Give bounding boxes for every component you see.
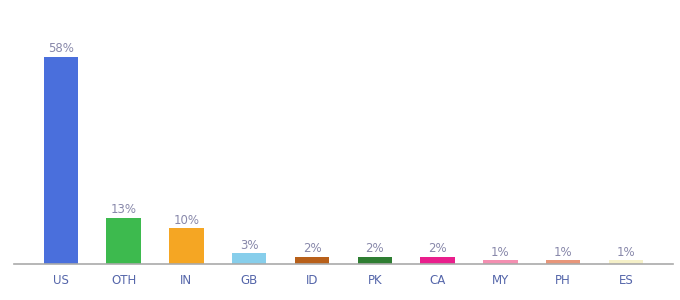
Text: 58%: 58% bbox=[48, 42, 74, 55]
Text: 2%: 2% bbox=[303, 242, 322, 255]
Bar bbox=[294, 257, 329, 264]
Text: 13%: 13% bbox=[111, 203, 137, 216]
Text: 1%: 1% bbox=[491, 246, 510, 259]
Bar bbox=[609, 260, 643, 264]
Text: 1%: 1% bbox=[554, 246, 573, 259]
Text: 3%: 3% bbox=[240, 239, 258, 252]
Text: 2%: 2% bbox=[365, 242, 384, 255]
Bar bbox=[169, 228, 204, 264]
Bar bbox=[546, 260, 581, 264]
Text: 10%: 10% bbox=[173, 214, 199, 227]
Bar bbox=[483, 260, 517, 264]
Bar bbox=[232, 253, 267, 264]
Bar bbox=[358, 257, 392, 264]
Text: 1%: 1% bbox=[617, 246, 635, 259]
Bar bbox=[106, 218, 141, 264]
Bar bbox=[44, 57, 78, 264]
Text: 2%: 2% bbox=[428, 242, 447, 255]
Bar bbox=[420, 257, 455, 264]
